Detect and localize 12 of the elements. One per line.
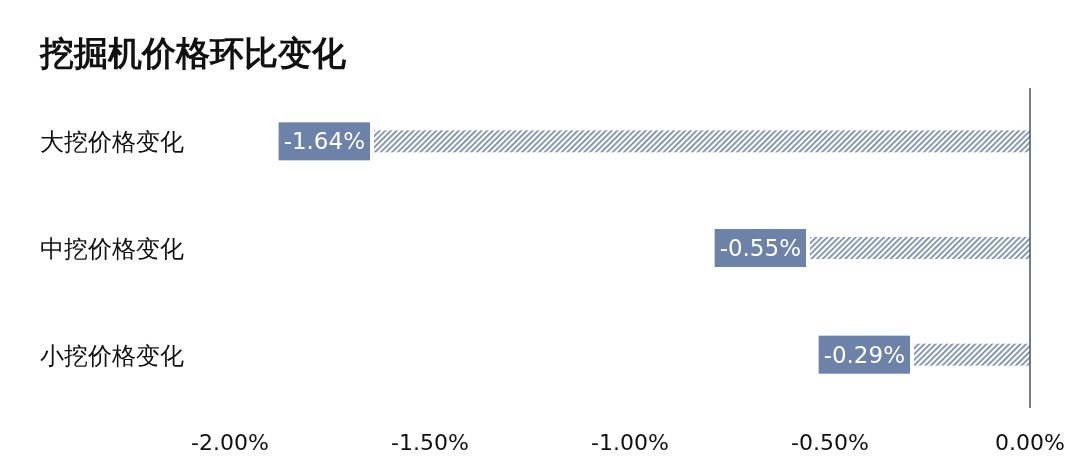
y-tick-label: 大挖价格变化: [40, 128, 184, 157]
x-tick-label: -1.00%: [591, 430, 669, 455]
data-label: -0.55%: [719, 235, 801, 261]
x-tick-label: 0.00%: [995, 430, 1065, 455]
y-tick-label: 中挖价格变化: [40, 235, 184, 263]
data-label: -0.29%: [823, 341, 905, 368]
x-tick-label: -2.00%: [191, 430, 269, 455]
data-label: -1.64%: [283, 128, 365, 155]
chart-title: 挖掘机价格环比变化: [39, 33, 347, 73]
x-tick-label: -0.50%: [791, 430, 869, 455]
y-tick-label: 小挖价格变化: [40, 341, 184, 370]
x-tick-label: -1.50%: [391, 430, 469, 455]
